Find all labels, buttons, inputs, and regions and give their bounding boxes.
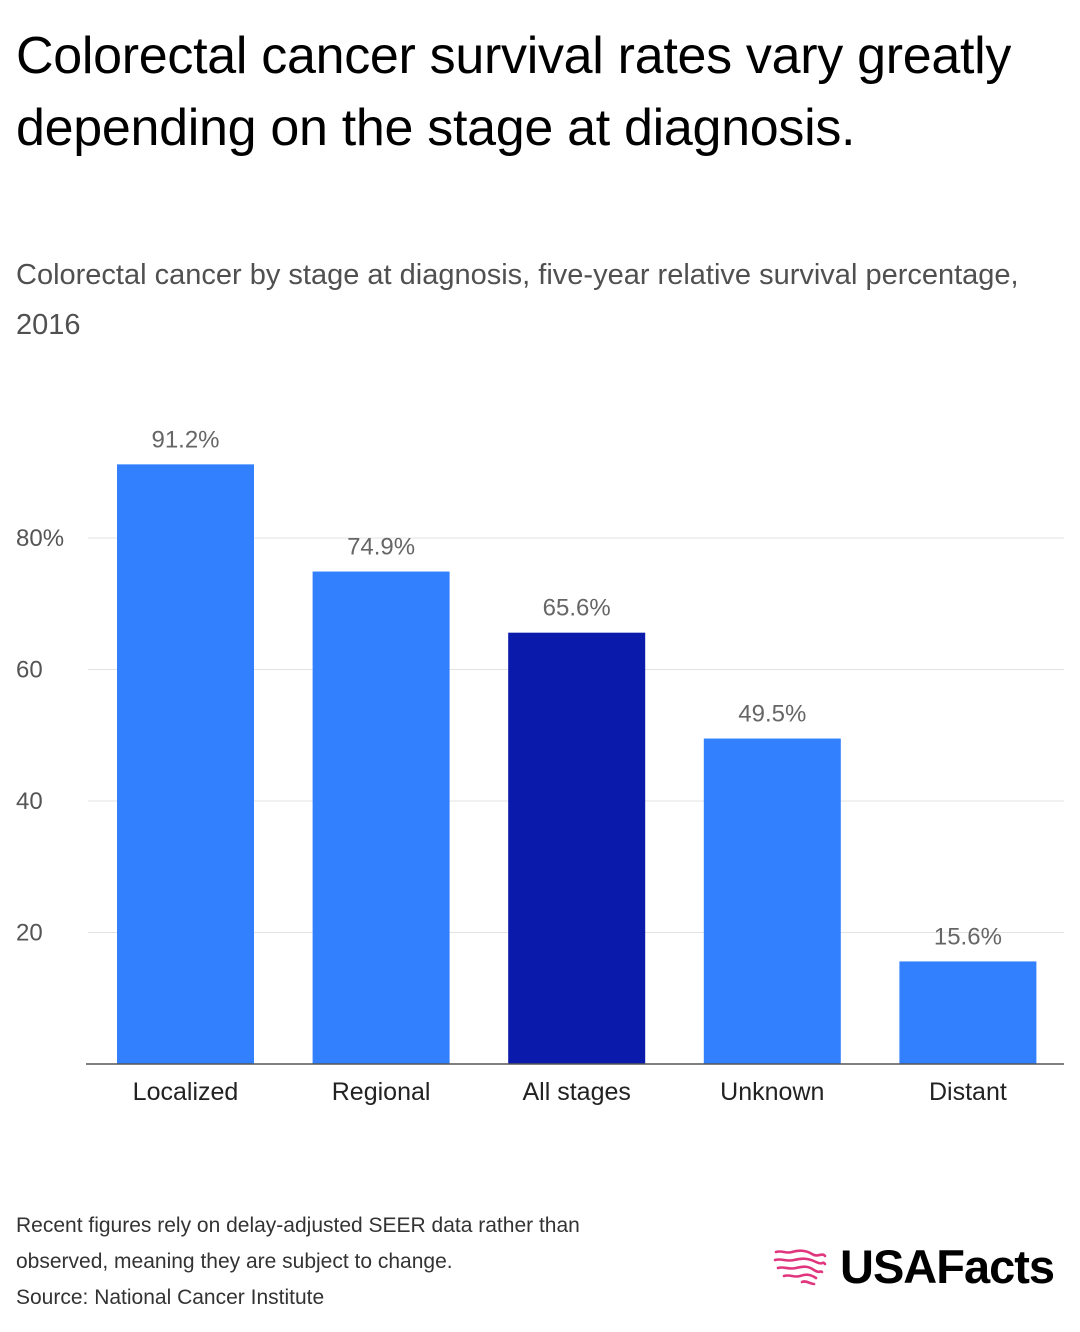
x-tick-label: All stages (523, 1078, 631, 1106)
chart-subtitle: Colorectal cancer by stage at diagnosis,… (16, 259, 1019, 341)
data-label: 65.6% (543, 595, 611, 622)
bar (703, 738, 841, 1064)
bar (312, 571, 450, 1064)
y-tick-label: 20 (16, 920, 43, 947)
chart-title: Colorectal cancer survival rates vary gr… (16, 27, 1012, 157)
bar (508, 632, 646, 1064)
bar (899, 961, 1037, 1064)
data-label: 74.9% (347, 534, 415, 561)
data-label: 15.6% (934, 923, 1002, 950)
x-tick-label: Regional (332, 1078, 431, 1106)
x-tick-label: Unknown (720, 1078, 824, 1106)
footnote-line-2: observed, meaning they are subject to ch… (16, 1250, 453, 1273)
footnote-line-1: Recent figures rely on delay-adjusted SE… (16, 1214, 580, 1237)
logo-text: USAFacts (840, 1239, 1055, 1293)
x-tick-label: Distant (929, 1078, 1007, 1106)
footnote: Recent figures rely on delay-adjusted SE… (16, 1208, 736, 1316)
y-tick-label: 40 (16, 788, 43, 815)
x-tick-label: Localized (133, 1078, 239, 1106)
data-label: 49.5% (738, 701, 806, 728)
bar (117, 464, 254, 1064)
usafacts-logo: USAFacts (772, 1236, 1055, 1296)
source-note: Source: National Cancer Institute (16, 1286, 325, 1309)
data-label: 91.2% (151, 426, 219, 453)
y-tick-label: 60 (16, 657, 43, 684)
usa-map-stripes-icon (773, 1249, 827, 1286)
y-tick-label: 80% (16, 525, 64, 552)
